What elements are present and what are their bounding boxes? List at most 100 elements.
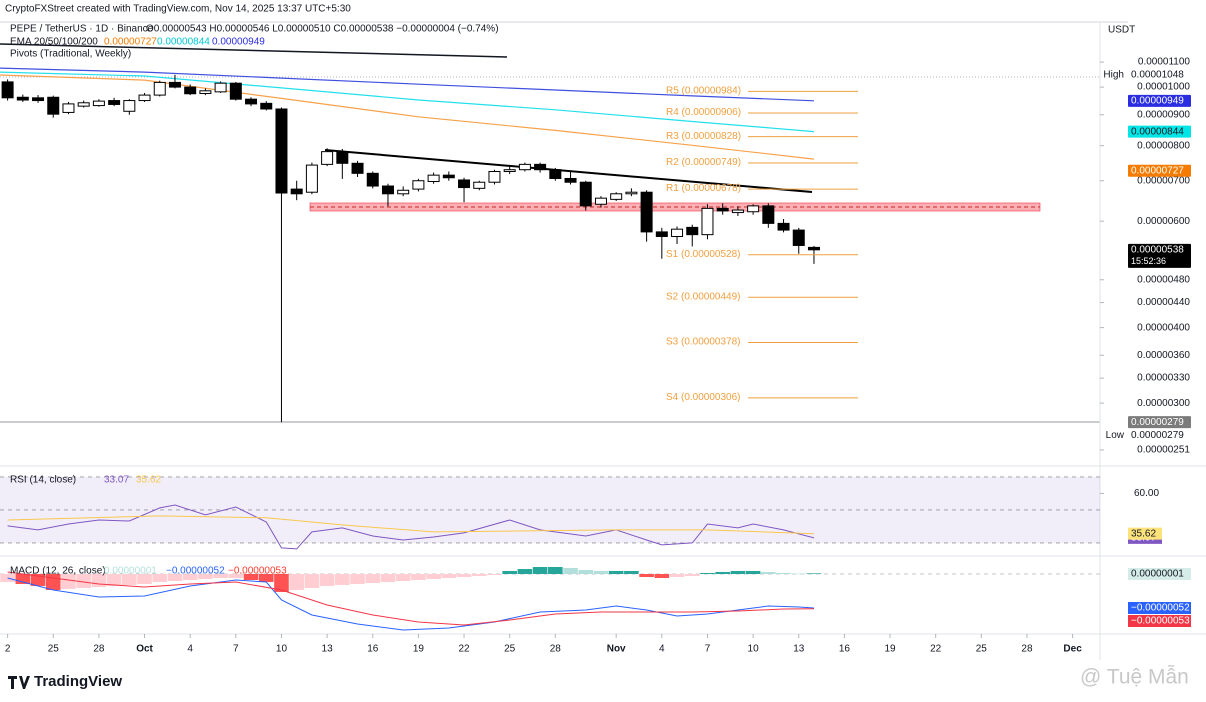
macd-line — [7, 571, 815, 626]
price-badge-label: 0.00000727 — [1131, 165, 1184, 176]
macd-histogram-bar — [471, 573, 487, 577]
macd-histogram-bar — [608, 570, 624, 574]
pivot-label: R1 (0.00000678) — [666, 183, 741, 194]
macd-badge-label: −0.00000053 — [1131, 616, 1190, 627]
x-tick-label: 4 — [187, 644, 193, 655]
price-badge-label: 0.00000949 — [1131, 95, 1184, 106]
macd-histogram-bar — [593, 570, 609, 574]
candle-body — [336, 151, 349, 164]
price-badge — [1128, 125, 1191, 138]
candle-body — [168, 81, 181, 88]
candle-body — [458, 179, 471, 189]
candle-body — [534, 163, 547, 171]
ohlc-label: O0.00000543 H0.00000546 L0.00000510 C0.0… — [146, 24, 499, 35]
pane-legend-value: 0.00000001 — [104, 566, 157, 577]
candle-body — [731, 209, 744, 214]
macd-histogram-bar — [198, 573, 213, 579]
pivot-label: R2 (0.00000749) — [666, 157, 741, 168]
macd-histogram-bar — [76, 573, 91, 588]
macd-histogram-bar — [122, 573, 137, 585]
macd-histogram-bar — [700, 573, 715, 574]
candle-body — [488, 171, 501, 183]
candle-body — [655, 231, 668, 237]
pane-title: RSI (14, close) — [10, 475, 76, 486]
x-tick-label: 25 — [504, 644, 516, 655]
rsi-line — [7, 515, 815, 535]
candle-body — [184, 86, 197, 95]
x-tick-label: 13 — [322, 644, 334, 655]
candle-body — [77, 102, 90, 107]
macd-histogram-bar — [350, 573, 365, 584]
ema-legend-value: 0.00000844 — [157, 37, 210, 48]
price-countdown: 15:52:36 — [1131, 256, 1166, 266]
rsi-badge-label: 35.62 — [1131, 528, 1156, 539]
y-tick-label: 0.00000600 — [1137, 216, 1190, 227]
candle-body — [275, 108, 288, 194]
candle-body — [351, 162, 364, 174]
candle-body — [473, 181, 486, 189]
macd-histogram-bar — [289, 573, 304, 591]
x-tick-label: 22 — [930, 644, 942, 655]
pane-legend-value: −0.00000052 — [166, 566, 225, 577]
candle-body — [442, 174, 455, 179]
ema-legend-value: 0.00000727 — [104, 37, 157, 48]
macd-histogram-bar — [411, 573, 426, 581]
candle-body — [807, 246, 820, 251]
candle-body — [549, 169, 562, 179]
x-tick-label: 28 — [550, 644, 562, 655]
candle-body — [503, 169, 516, 173]
rsi-band — [0, 476, 1100, 543]
x-tick-label: 28 — [1021, 644, 1033, 655]
x-tick-label: 25 — [48, 644, 60, 655]
candle-body — [290, 188, 303, 195]
candle-body — [199, 90, 212, 94]
candle-body — [777, 222, 790, 231]
macd-histogram-bar — [441, 573, 457, 578]
x-tick-label: 25 — [976, 644, 988, 655]
brand-logo: TradingView — [8, 673, 122, 690]
candle-body — [671, 228, 684, 237]
macd-histogram-bar — [563, 567, 578, 574]
macd-histogram-bar — [624, 570, 639, 574]
candle-body — [564, 177, 577, 183]
price-badge — [1128, 243, 1191, 268]
macd-histogram-bar — [182, 573, 198, 581]
candle-body — [412, 180, 425, 190]
macd-histogram-bar — [380, 573, 396, 582]
pane-title: MACD (12, 26, close) — [10, 566, 106, 577]
pivots-legend-label: Pivots (Traditional, Weekly) — [10, 49, 131, 60]
x-tick-label: Dec — [1063, 644, 1082, 655]
candle-body — [245, 98, 258, 105]
macd-histogram-bar — [806, 573, 822, 574]
candle-body — [518, 163, 531, 171]
pivot-label: S4 (0.00000306) — [666, 392, 741, 403]
brand-name: TradingView — [34, 673, 122, 690]
candle-body — [62, 103, 75, 113]
x-tick-label: 28 — [93, 644, 105, 655]
x-tick-label: 19 — [413, 644, 425, 655]
macd-histogram-bar — [243, 573, 259, 581]
candle-body — [229, 82, 242, 100]
macd-histogram-bar — [517, 569, 533, 574]
macd-histogram-bar — [684, 573, 700, 577]
y-tick-label: 0.00001100 — [1138, 57, 1191, 68]
candle-body — [366, 172, 379, 187]
macd-badge — [1128, 602, 1191, 614]
macd-histogram-bar — [456, 573, 472, 578]
pivot-label: S2 (0.00000449) — [666, 291, 741, 302]
candle-body — [747, 205, 760, 213]
candle-body — [792, 229, 805, 246]
candle-body — [625, 191, 638, 195]
pivot-label: R5 (0.00000984) — [666, 85, 741, 96]
candle-body — [610, 193, 623, 200]
candle-body — [92, 100, 105, 107]
ema-line — [0, 74, 815, 160]
x-tick-label: 19 — [884, 644, 896, 655]
x-tick-label: 7 — [233, 644, 239, 655]
pivot-label: S3 (0.00000378) — [666, 337, 741, 348]
macd-histogram-bar — [61, 573, 76, 589]
macd-histogram-bar — [304, 573, 320, 588]
x-tick-label: 7 — [705, 644, 711, 655]
candle-body — [305, 164, 318, 193]
x-tick-label: 13 — [793, 644, 805, 655]
